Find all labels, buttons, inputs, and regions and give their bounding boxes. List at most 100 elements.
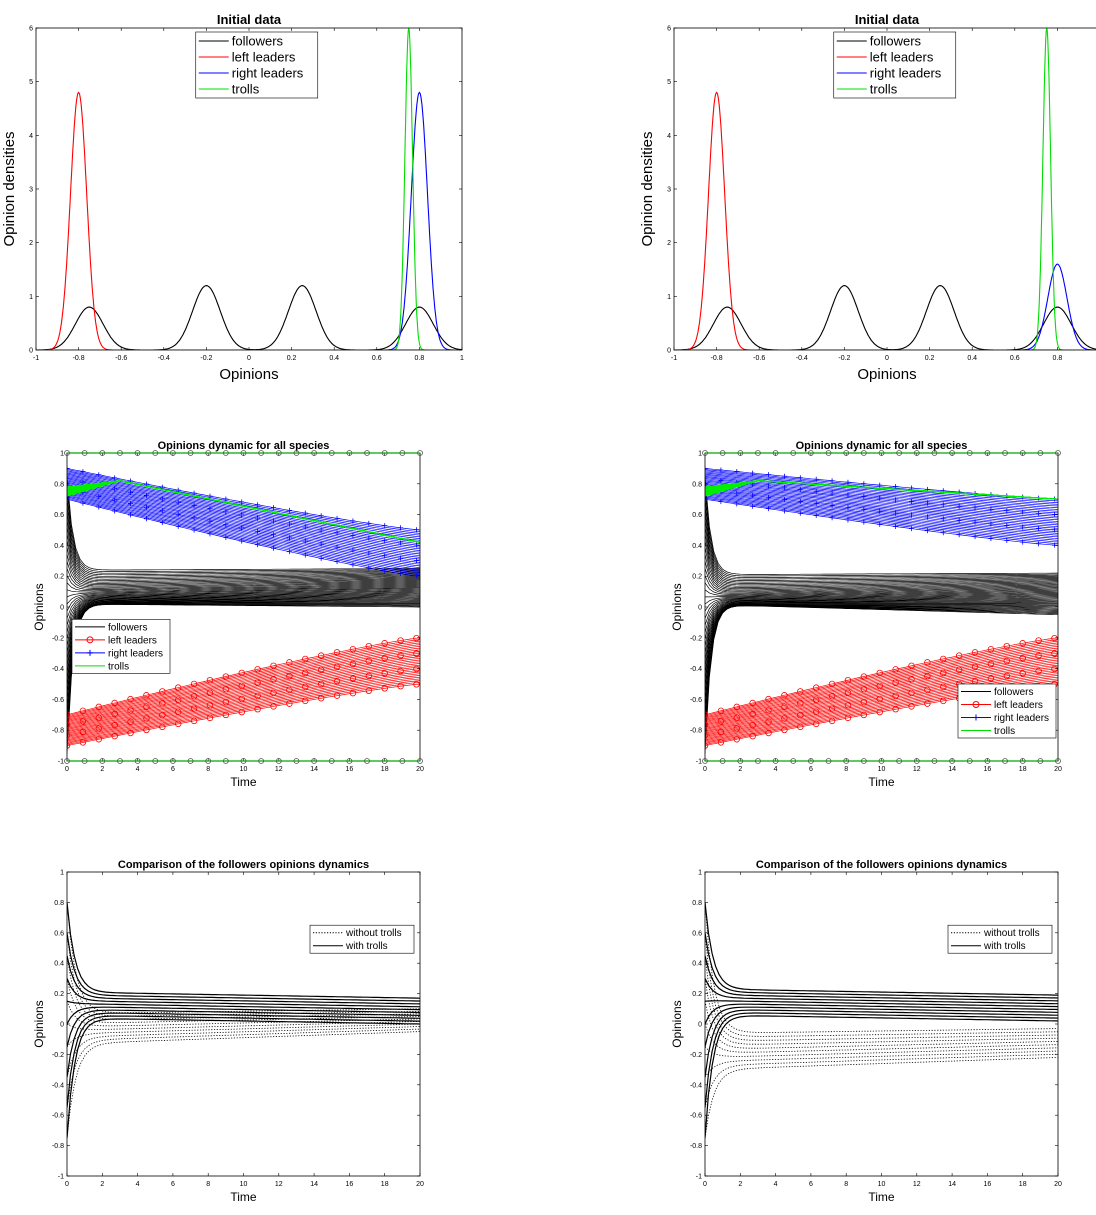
y-tick-label: 0.6 — [692, 512, 702, 519]
without-trolls-trajectory — [705, 1057, 1058, 1138]
y-tick-label: 0.2 — [692, 991, 702, 998]
legend: followersleft leadersright leaderstrolls — [72, 619, 170, 673]
chart-title: Comparison of the followers opinions dyn… — [118, 859, 369, 871]
y-tick-label: 0.8 — [54, 481, 64, 488]
x-tick-label: 0 — [703, 1181, 707, 1188]
legend: followersleft leadersright leaderstrolls — [196, 32, 318, 98]
legend-label-2: right leaders — [870, 66, 942, 81]
y-tick-label: 0.8 — [692, 481, 702, 488]
y-tick-label: -0.2 — [690, 635, 702, 642]
x-tick-label: 16 — [984, 1181, 992, 1188]
x-tick-label: 2 — [100, 766, 104, 773]
legend-label-2: right leaders — [232, 66, 304, 81]
x-axis-label: Time — [868, 1190, 895, 1204]
x-tick-label: 0.8 — [415, 355, 425, 362]
x-tick-label: -0.8 — [73, 355, 85, 362]
x-tick-label: -0.4 — [796, 355, 808, 362]
y-tick-label: 0 — [698, 605, 702, 612]
x-tick-label: 8 — [844, 766, 848, 773]
x-tick-label: 18 — [381, 1181, 389, 1188]
x-tick-label: 0 — [65, 766, 69, 773]
chart-panel-5: 0 2 4 6 8 10 12 14 16 18 20-1-0.8-0.6-0.4-0.200.20… — [32, 859, 424, 1204]
y-tick-label: -1 — [58, 1174, 64, 1181]
y-tick-label: -0.8 — [690, 1143, 702, 1150]
x-tick-label: 0.6 — [1010, 355, 1020, 362]
y-axis-label: Opinions — [670, 1000, 684, 1047]
x-tick-label: 16 — [346, 1181, 354, 1188]
legend-label-1: left leaders — [870, 50, 934, 65]
with-trolls-trajectory — [705, 1001, 1058, 1007]
y-tick-label: 5 — [29, 79, 33, 86]
x-tick-label: 4 — [136, 1181, 140, 1188]
y-tick-label: -0.8 — [690, 728, 702, 735]
x-tick-label: -0.8 — [711, 355, 723, 362]
y-tick-label: 3 — [29, 187, 33, 194]
x-tick-label: -0.2 — [838, 355, 850, 362]
y-tick-label: -0.6 — [52, 697, 64, 704]
y-tick-label: -0.6 — [52, 1113, 64, 1120]
y-tick-label: 3 — [667, 187, 671, 194]
y-tick-label: 1 — [60, 451, 64, 458]
y-tick-label: -0.2 — [690, 1052, 702, 1059]
y-tick-label: 5 — [667, 79, 671, 86]
y-tick-label: -1 — [696, 1174, 702, 1181]
legend: without trollswith trolls — [948, 925, 1052, 953]
chart-panel-1: -1 -0.8 -0.6 -0.4 -0.2 0 0.2 0.4 0.6 0.8 10123456I… — [1, 12, 464, 383]
y-tick-label: 0.2 — [692, 574, 702, 581]
legend-label-3: trolls — [232, 82, 260, 97]
x-tick-label: -0.6 — [115, 355, 127, 362]
y-tick-label: 1 — [60, 870, 64, 877]
legend: without trollswith trolls — [310, 925, 414, 953]
legend-label-3: trolls — [870, 82, 898, 97]
y-tick-label: 0.2 — [54, 991, 64, 998]
x-tick-label: 4 — [774, 766, 778, 773]
y-tick-label: 0.6 — [692, 930, 702, 937]
chart-title: Initial data — [217, 12, 282, 27]
y-tick-label: 2 — [667, 240, 671, 247]
x-axis-label: Opinions — [219, 366, 278, 383]
y-tick-label: 0.6 — [54, 512, 64, 519]
legend-label-3: trolls — [994, 726, 1015, 737]
chart-panel-2: -1 -0.8 -0.6 -0.4 -0.2 0 0.2 0.4 0.6 0.80123456In… — [639, 12, 1096, 383]
y-tick-label: 6 — [29, 26, 33, 33]
y-axis-label: Opinion densities — [639, 131, 656, 246]
y-tick-label: 0.4 — [692, 961, 702, 968]
x-axis-label: Time — [230, 1190, 257, 1204]
x-tick-label: 2 — [738, 766, 742, 773]
y-tick-label: 0 — [60, 1022, 64, 1029]
x-tick-label: 10 — [240, 766, 248, 773]
y-tick-label: -0.6 — [690, 1113, 702, 1120]
right-leaders-density — [36, 92, 462, 350]
x-tick-label: -0.4 — [158, 355, 170, 362]
x-tick-label: 14 — [948, 1181, 956, 1188]
y-tick-label: 0 — [698, 1022, 702, 1029]
y-tick-label: -0.4 — [52, 666, 64, 673]
x-tick-label: 20 — [416, 766, 424, 773]
legend-label-0: followers — [108, 622, 147, 633]
x-tick-label: 18 — [1019, 1181, 1027, 1188]
left-leaders-density — [674, 92, 1096, 350]
y-tick-label: -0.8 — [52, 728, 64, 735]
x-tick-label: 16 — [346, 766, 354, 773]
chart-title: Initial data — [855, 12, 920, 27]
x-tick-label: 4 — [136, 766, 140, 773]
x-tick-label: 0.2 — [287, 355, 297, 362]
y-tick-label: 0 — [29, 348, 33, 355]
y-tick-label: -0.4 — [52, 1082, 64, 1089]
y-axis-label: Opinions — [670, 583, 684, 630]
x-tick-label: 8 — [206, 766, 210, 773]
legend-label-0: without trolls — [345, 928, 402, 939]
x-tick-label: 18 — [381, 766, 389, 773]
with-trolls-trajectory — [67, 1016, 420, 1108]
y-tick-label: -0.2 — [52, 1052, 64, 1059]
x-tick-label: -0.2 — [200, 355, 212, 362]
x-tick-label: 0 — [885, 355, 889, 362]
x-tick-label: 0.2 — [925, 355, 935, 362]
x-tick-label: -0.6 — [753, 355, 765, 362]
y-tick-label: -0.4 — [690, 1082, 702, 1089]
x-tick-label: 12 — [275, 1181, 283, 1188]
legend-label-1: left leaders — [232, 50, 296, 65]
x-tick-label: 12 — [913, 766, 921, 773]
x-axis-label: Time — [230, 775, 257, 789]
